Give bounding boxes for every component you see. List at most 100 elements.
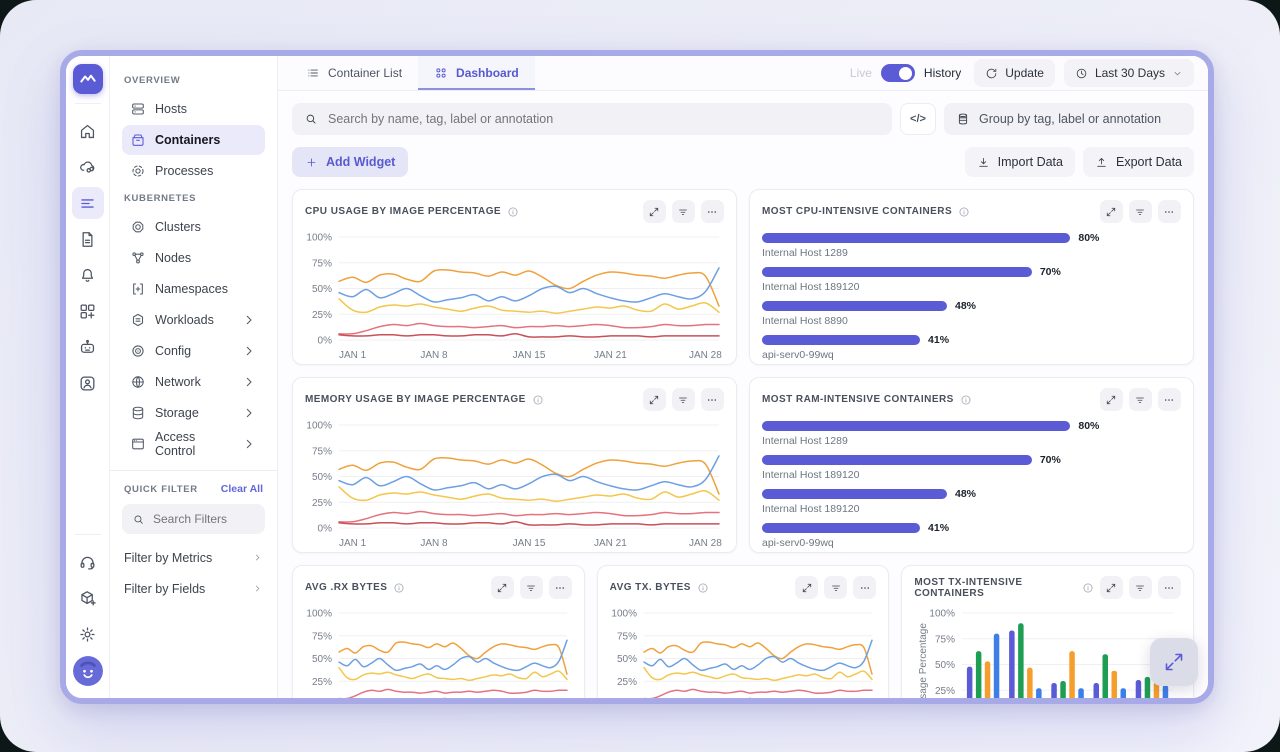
query-code-button[interactable]: </> bbox=[900, 103, 936, 135]
sidebar-item-workloads[interactable]: Workloads bbox=[122, 305, 265, 335]
more-options-button[interactable] bbox=[1158, 200, 1181, 223]
info-icon[interactable] bbox=[532, 394, 544, 406]
tab-container-list[interactable]: Container List bbox=[290, 56, 418, 90]
tab-dashboard[interactable]: Dashboard bbox=[418, 56, 535, 90]
tab-bar: Container ListDashboard Live History Upd… bbox=[278, 56, 1208, 91]
group-by-button[interactable]: Group by tag, label or annotation bbox=[944, 103, 1194, 135]
sidebar-item-config[interactable]: Config bbox=[122, 336, 265, 366]
network-icon bbox=[130, 374, 146, 390]
filter-search-input[interactable] bbox=[153, 512, 255, 526]
svg-text:JAN 21: JAN 21 bbox=[594, 350, 627, 361]
filter-button[interactable] bbox=[824, 576, 847, 599]
svg-text:100%: 100% bbox=[306, 233, 332, 244]
package-cube-icon-button[interactable] bbox=[72, 582, 104, 614]
rail-top-buttons bbox=[72, 113, 104, 401]
more-options-button[interactable] bbox=[549, 576, 572, 599]
support-headset-icon-button[interactable] bbox=[72, 546, 104, 578]
time-range-dropdown[interactable]: Last 30 Days bbox=[1064, 59, 1194, 87]
expand-dashboard-button[interactable] bbox=[1150, 638, 1198, 686]
more-icon bbox=[706, 394, 718, 406]
expand-button[interactable] bbox=[1100, 200, 1123, 223]
export-data-button[interactable]: Export Data bbox=[1083, 147, 1194, 177]
app-logo[interactable] bbox=[73, 64, 103, 94]
more-icon bbox=[1163, 394, 1175, 406]
bar-track: 80% bbox=[762, 232, 1181, 244]
workloads-icon bbox=[130, 312, 146, 328]
sidebar-item-containers[interactable]: Containers bbox=[122, 125, 265, 155]
cloud-services-icon-button[interactable] bbox=[72, 151, 104, 183]
expand-button[interactable] bbox=[795, 576, 818, 599]
sidebar-item-nodes[interactable]: Nodes bbox=[122, 243, 265, 273]
more-options-button[interactable] bbox=[1158, 576, 1181, 599]
grid-add-icon-button[interactable] bbox=[72, 295, 104, 327]
bar-value: 41% bbox=[928, 522, 949, 534]
sidebar-item-hosts[interactable]: Hosts bbox=[122, 94, 265, 124]
clusters-icon bbox=[130, 219, 146, 235]
svg-text:25%: 25% bbox=[617, 677, 637, 688]
avatar-smiley-avatar[interactable] bbox=[73, 656, 103, 686]
filter-button[interactable] bbox=[520, 576, 543, 599]
add-widget-label: Add Widget bbox=[326, 155, 395, 169]
expand-button[interactable] bbox=[643, 200, 666, 223]
list-icon-button[interactable] bbox=[72, 187, 104, 219]
expand-button[interactable] bbox=[491, 576, 514, 599]
expand-button[interactable] bbox=[1100, 576, 1123, 599]
more-options-button[interactable] bbox=[701, 388, 724, 411]
info-icon[interactable] bbox=[960, 394, 972, 406]
update-button[interactable]: Update bbox=[974, 59, 1055, 87]
quick-filter-filter-by-fields[interactable]: Filter by Fields bbox=[122, 573, 265, 604]
sidebar-item-processes[interactable]: Processes bbox=[122, 156, 265, 186]
filter-button[interactable] bbox=[672, 388, 695, 411]
home-icon-button[interactable] bbox=[72, 115, 104, 147]
info-icon[interactable] bbox=[1082, 582, 1094, 594]
filter-button[interactable] bbox=[1129, 200, 1152, 223]
filter-button[interactable] bbox=[672, 200, 695, 223]
bar-label: Internal Host 1289 bbox=[762, 435, 1181, 447]
card-actions bbox=[1100, 200, 1181, 223]
info-icon[interactable] bbox=[393, 582, 405, 594]
notifications-icon-button[interactable] bbox=[72, 259, 104, 291]
bar-label: api-serv0-99wq bbox=[762, 537, 1181, 549]
filter-search[interactable] bbox=[122, 504, 265, 534]
bar-value: 80% bbox=[1078, 420, 1099, 432]
filter-button[interactable] bbox=[1129, 388, 1152, 411]
sidebar-item-network[interactable]: Network bbox=[122, 367, 265, 397]
search-input[interactable] bbox=[328, 112, 880, 126]
quick-filter-filter-by-metrics[interactable]: Filter by Metrics bbox=[122, 542, 265, 573]
processes-icon bbox=[130, 163, 146, 179]
info-icon[interactable] bbox=[507, 206, 519, 218]
clear-all-link[interactable]: Clear All bbox=[221, 483, 263, 495]
info-icon[interactable] bbox=[697, 582, 709, 594]
svg-text:0%: 0% bbox=[318, 524, 333, 535]
add-widget-button[interactable]: Add Widget bbox=[292, 147, 408, 177]
chevron-down-icon bbox=[1172, 68, 1183, 79]
user-card-icon-button[interactable] bbox=[72, 367, 104, 399]
info-icon[interactable] bbox=[958, 206, 970, 218]
sidebar-item-clusters[interactable]: Clusters bbox=[122, 212, 265, 242]
assistant-robot-icon-button[interactable] bbox=[72, 331, 104, 363]
live-history-toggle[interactable] bbox=[881, 64, 915, 82]
bar-track: 48% bbox=[762, 488, 1181, 500]
card-title: MOST RAM-INTENSIVE CONTAINERS bbox=[762, 394, 954, 405]
expand-button[interactable] bbox=[1100, 388, 1123, 411]
more-options-button[interactable] bbox=[1158, 388, 1181, 411]
sidebar-item-storage[interactable]: Storage bbox=[122, 398, 265, 428]
sidebar-item-namespaces[interactable]: Namespaces bbox=[122, 274, 265, 304]
bar-track: 41% bbox=[762, 334, 1181, 346]
bar-row: 80% Internal Host 1289 bbox=[762, 420, 1181, 447]
filter-button[interactable] bbox=[1129, 576, 1152, 599]
more-options-button[interactable] bbox=[701, 200, 724, 223]
app-window: OVERVIEWHostsContainersProcessesKUBERNET… bbox=[60, 50, 1214, 704]
expand-button[interactable] bbox=[643, 388, 666, 411]
settings-gear-icon-button[interactable] bbox=[72, 618, 104, 650]
config-icon bbox=[130, 343, 146, 359]
section-label: KUBERNETES bbox=[124, 193, 263, 204]
import-data-button[interactable]: Import Data bbox=[965, 147, 1075, 177]
sidebar-item-access-control[interactable]: Access Control bbox=[122, 429, 265, 459]
more-options-button[interactable] bbox=[853, 576, 876, 599]
document-icon-button[interactable] bbox=[72, 223, 104, 255]
search-bar[interactable] bbox=[292, 103, 892, 135]
more-icon bbox=[706, 206, 718, 218]
line-chart: 100%75%50%25%0%JAN 1JAN 8JAN 15JAN 21JAN… bbox=[610, 604, 877, 698]
chevron-right-icon bbox=[252, 583, 263, 594]
